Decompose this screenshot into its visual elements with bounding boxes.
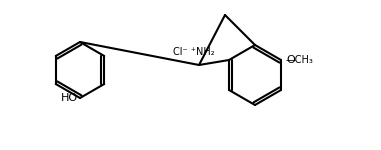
Text: —CH₃: —CH₃ — [286, 55, 314, 65]
Text: O: O — [286, 55, 295, 65]
Text: Cl⁻ ⁺NH₂: Cl⁻ ⁺NH₂ — [173, 47, 215, 57]
Text: HO: HO — [61, 93, 78, 103]
